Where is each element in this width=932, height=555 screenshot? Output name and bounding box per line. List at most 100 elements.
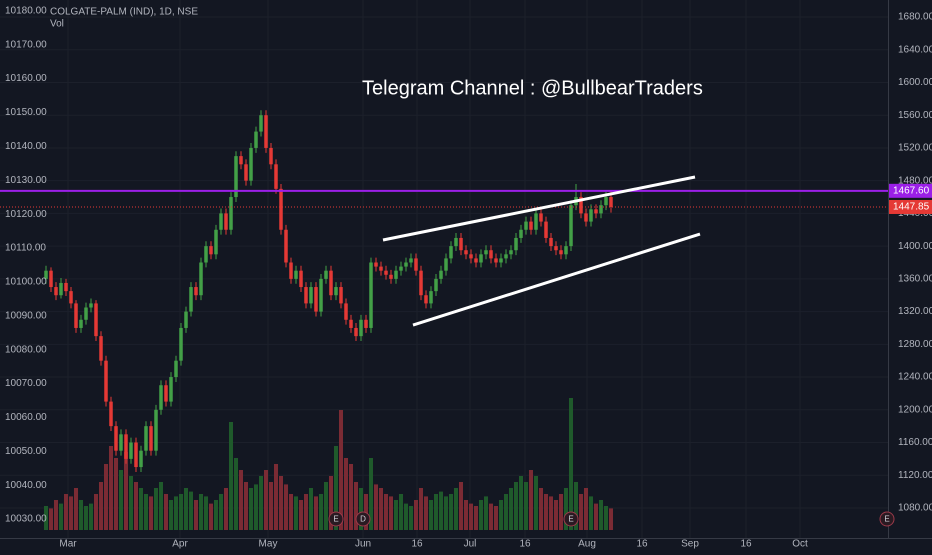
candle-body — [94, 303, 98, 337]
x-tick-label: Apr — [172, 539, 188, 550]
volume-bar — [79, 500, 83, 530]
candle-body — [144, 426, 148, 451]
volume-bar — [274, 464, 278, 530]
volume-bar — [89, 503, 93, 530]
volume-bar — [334, 446, 338, 530]
candle-body — [409, 258, 413, 263]
event-label: E — [884, 515, 889, 524]
volume-bar — [579, 494, 583, 530]
volume-bar — [574, 482, 578, 530]
y-tick-label: 1680.00 — [898, 12, 932, 23]
candle-body — [69, 291, 73, 304]
y-tick-label: 1280.00 — [898, 339, 932, 350]
candle-body — [64, 282, 68, 292]
volume-bar — [139, 488, 143, 530]
volume-bar — [229, 422, 233, 530]
volume-bar — [544, 494, 548, 530]
volume-bar — [284, 484, 288, 530]
volume-bar — [489, 503, 493, 530]
candle-body — [269, 147, 273, 165]
volume-bar — [254, 484, 258, 530]
candle-body — [399, 266, 403, 271]
x-tick-label: May — [259, 539, 278, 550]
candle-body — [309, 287, 313, 304]
candle-body — [179, 327, 183, 361]
volume-bar — [209, 503, 213, 530]
price-tag — [889, 183, 932, 198]
candle-body — [389, 274, 393, 279]
candle-body — [259, 115, 263, 132]
volume-bar — [169, 500, 173, 530]
candle-body — [464, 250, 468, 255]
candle-body — [59, 282, 63, 296]
volume-bar — [214, 500, 218, 530]
candle-body — [204, 246, 208, 263]
x-tick-label: 16 — [636, 539, 648, 550]
candle-body — [209, 246, 213, 255]
y2-tick-label: 10180.00 — [5, 5, 47, 16]
candle-body — [449, 246, 453, 259]
event-marker — [879, 511, 895, 527]
volume-bar — [224, 488, 228, 530]
x-tick-label: 16 — [411, 539, 423, 550]
volume-bar — [569, 398, 573, 530]
candle-body — [294, 270, 298, 279]
y2-tick-label: 10060.00 — [5, 412, 47, 423]
candle-body — [589, 209, 593, 222]
candle-body — [174, 360, 178, 378]
x-tick-label: Sep — [681, 539, 699, 550]
volume-bar — [539, 488, 543, 530]
y2-tick-label: 10080.00 — [5, 344, 47, 355]
candle-body — [239, 156, 243, 165]
candle-body — [609, 197, 613, 207]
candle-body — [579, 197, 583, 214]
candle-body — [419, 270, 423, 296]
volume-bar — [154, 488, 158, 530]
volume-bar — [374, 484, 378, 530]
volume-bar — [219, 494, 223, 530]
candle-body — [104, 360, 108, 402]
volume-bar — [504, 494, 508, 530]
x-tick-label: 16 — [740, 539, 752, 550]
candle-body — [394, 270, 398, 279]
candle-body — [339, 287, 343, 304]
volume-bar — [264, 470, 268, 530]
volume-bar — [594, 503, 598, 530]
volume-bar — [149, 496, 153, 530]
y-tick-label: 1520.00 — [898, 143, 932, 154]
candle-body — [199, 262, 203, 296]
candle-body — [524, 221, 528, 230]
volume-bar — [589, 496, 593, 530]
candle-body — [214, 229, 218, 255]
volume-bar — [379, 488, 383, 530]
volume-bar — [299, 500, 303, 530]
volume-bar — [339, 410, 343, 530]
candle-body — [469, 254, 473, 259]
candle-body — [44, 270, 48, 279]
x-tick-label: Mar — [59, 539, 77, 550]
x-tick-label: Oct — [792, 539, 808, 550]
volume-bar — [279, 476, 283, 530]
candle-body — [314, 287, 318, 312]
volume-bar — [119, 470, 123, 530]
volume-bar — [184, 488, 188, 530]
candle-body — [554, 246, 558, 251]
volume-bar — [104, 464, 108, 530]
chart-title: COLGATE-PALM (IND), 1D, NSE — [50, 7, 198, 18]
candle-body — [109, 401, 113, 427]
volume-bar — [434, 494, 438, 530]
candle-body — [569, 205, 573, 247]
volume-bar — [94, 494, 98, 530]
candle-body — [474, 258, 478, 263]
y2-tick-label: 10100.00 — [5, 277, 47, 288]
y2-tick-label: 10030.00 — [5, 514, 47, 525]
volume-bar — [459, 482, 463, 530]
event-marker — [355, 511, 371, 527]
volume-bar — [419, 488, 423, 530]
volume-bar — [609, 508, 613, 530]
candle-body — [344, 303, 348, 320]
candle-body — [219, 213, 223, 230]
event-label: D — [360, 515, 366, 524]
candle-body — [489, 250, 493, 259]
